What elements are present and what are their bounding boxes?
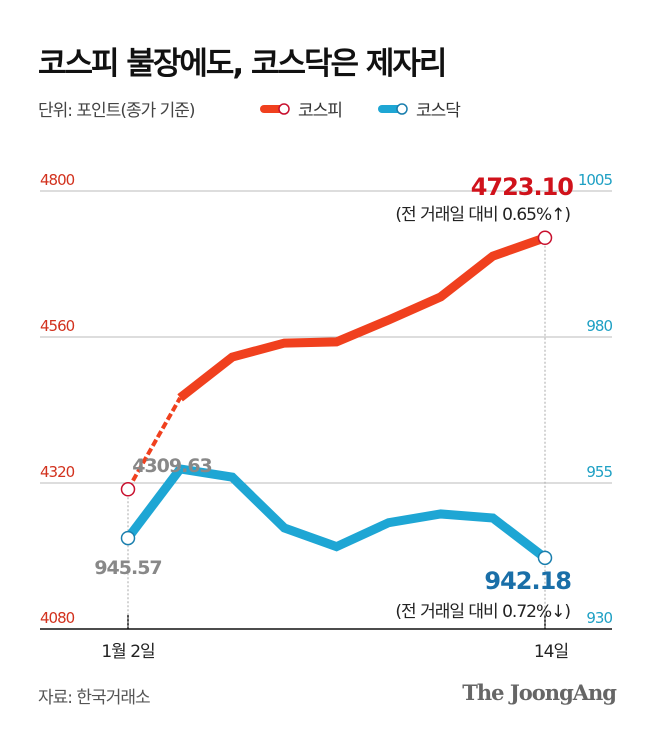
- kosdaq-end-label: 942.18: [484, 567, 571, 595]
- legend-marker-kosdaq-icon: [378, 102, 408, 115]
- legend-label-kospi: 코스피: [298, 101, 343, 121]
- kospi-end-label: 4723.10: [471, 173, 574, 201]
- kospi-change-label: (전 거래일 대비 0.65%↑): [395, 205, 570, 225]
- source-label: 자료: 한국거래소: [38, 688, 151, 708]
- kosdaq-start-label: 945.57: [94, 557, 161, 579]
- right-tick-label: 930: [586, 609, 612, 627]
- legend-item-kospi: 코스피: [258, 96, 343, 121]
- left-tick-label: 4080: [40, 609, 75, 627]
- left-tick-label: 4800: [40, 171, 75, 189]
- chart-title: 코스피 불장에도, 코스닥은 제자리: [38, 46, 447, 82]
- left-tick-label: 4560: [40, 317, 75, 335]
- unit-label: 단위: 포인트(종가 기준): [38, 101, 196, 121]
- right-tick-label: 955: [586, 463, 612, 481]
- logo: The JoongAng: [462, 680, 617, 705]
- data-point-kosdaq: [537, 550, 553, 566]
- data-point-kosdaq: [120, 530, 136, 546]
- data-point-kospi: [537, 230, 553, 246]
- right-tick-label: 980: [586, 317, 612, 335]
- left-tick-label: 4320: [40, 463, 75, 481]
- legend-label-kosdaq: 코스닥: [416, 101, 461, 121]
- data-point-kospi: [120, 482, 136, 497]
- x-tick-label: 1월 2일: [101, 642, 154, 662]
- series-line-kospi: [177, 233, 547, 402]
- series-line-kosdaq: [179, 464, 548, 562]
- x-tick-label: 14일: [534, 642, 568, 662]
- kospi-start-label: 4309.63: [132, 455, 212, 477]
- series-line-kosdaq: [124, 466, 184, 541]
- kosdaq-change-label: (전 거래일 대비 0.72%↓): [395, 602, 570, 622]
- right-tick-label: 1005: [578, 171, 613, 189]
- legend-item-kosdaq: 코스닥: [376, 96, 461, 121]
- series-line-kospi: [126, 396, 182, 491]
- legend-marker-kospi-icon: [260, 102, 290, 115]
